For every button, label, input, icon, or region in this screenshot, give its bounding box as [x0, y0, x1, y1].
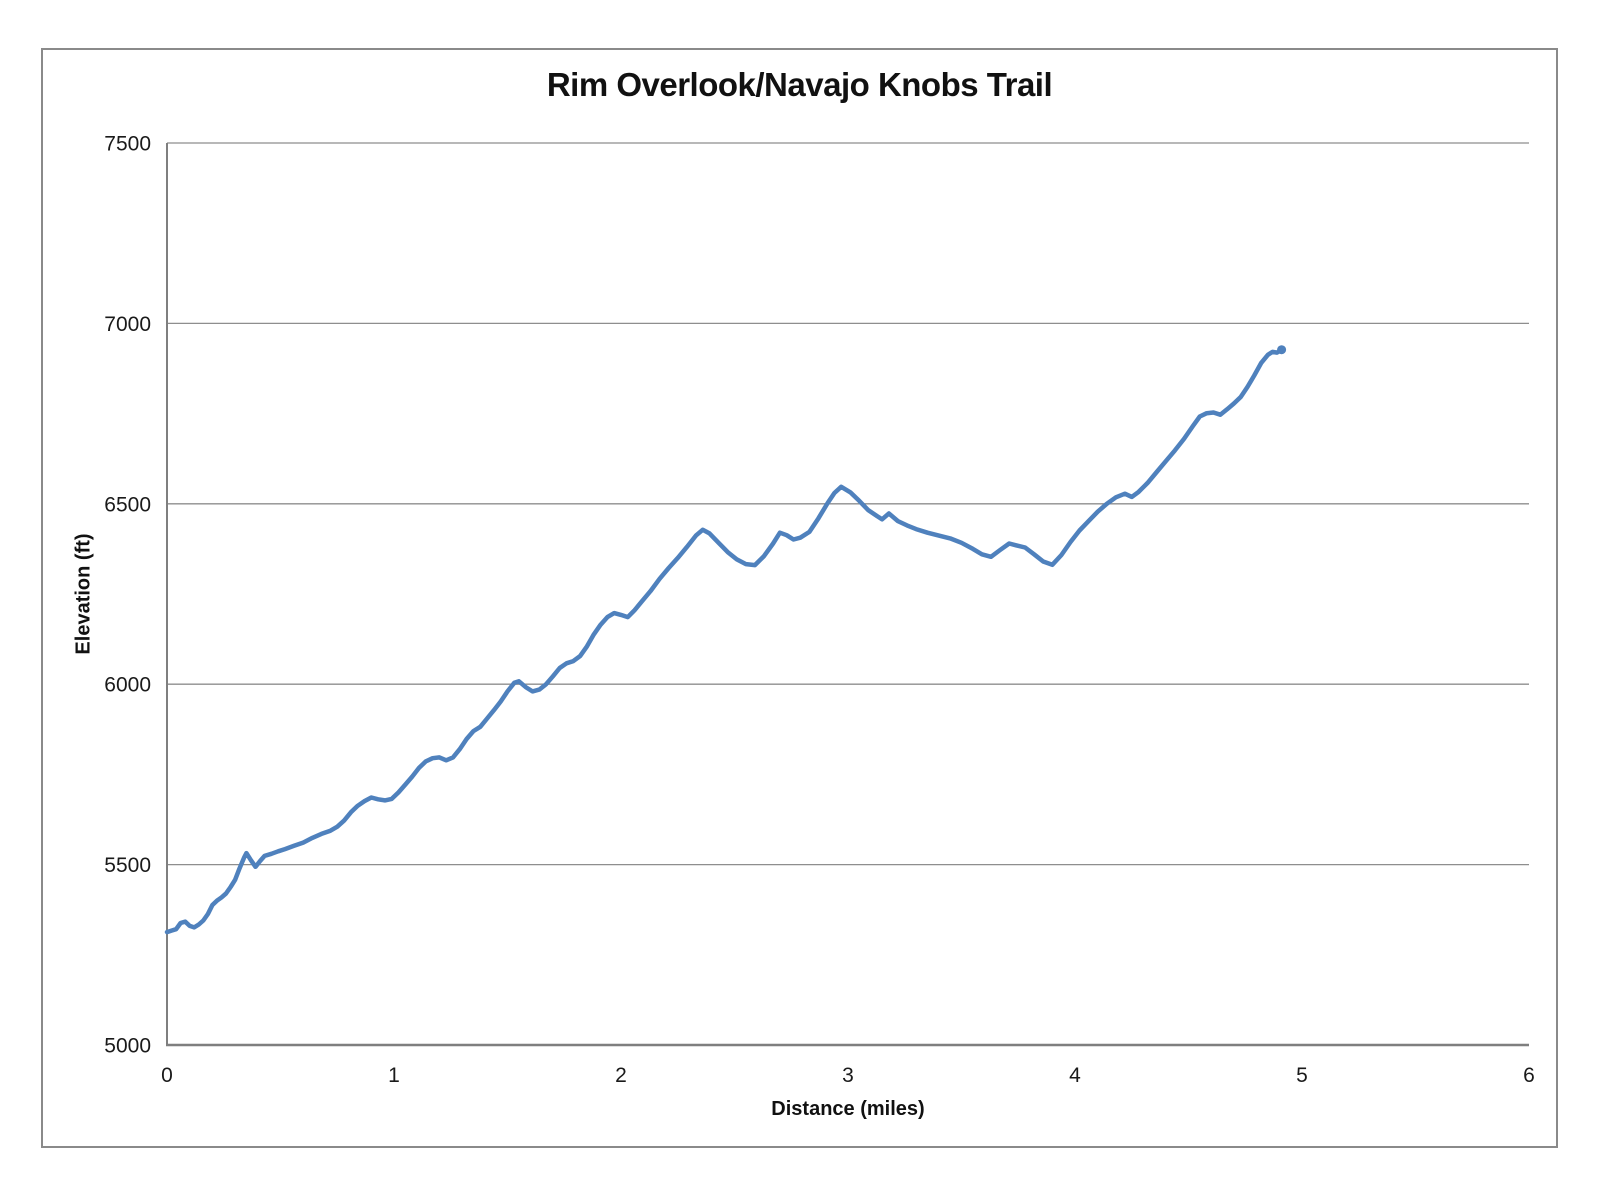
x-tick-label: 1 [388, 1064, 400, 1087]
x-tick-label: 2 [615, 1064, 627, 1087]
elevation-profile-line [164, 347, 1284, 935]
y-tick-label: 7500 [104, 133, 151, 156]
trail-end-marker [1277, 345, 1287, 355]
x-tick-label: 0 [161, 1064, 173, 1087]
x-tick-label: 4 [1069, 1064, 1081, 1087]
x-tick-label: 5 [1296, 1064, 1308, 1087]
x-axis-title: Distance (miles) [771, 1098, 925, 1120]
chart-title: Rim Overlook/Navajo Knobs Trail [546, 66, 1053, 103]
y-tick-label: 7000 [104, 313, 151, 336]
y-tick-label: 6000 [104, 674, 151, 697]
x-tick-label: 3 [842, 1064, 854, 1087]
y-tick-label: 5000 [104, 1035, 151, 1058]
y-tick-label: 6500 [104, 493, 151, 516]
x-tick-label: 6 [1523, 1064, 1535, 1087]
chart-outer-frame [41, 48, 1558, 1148]
y-tick-label: 5500 [104, 854, 151, 877]
